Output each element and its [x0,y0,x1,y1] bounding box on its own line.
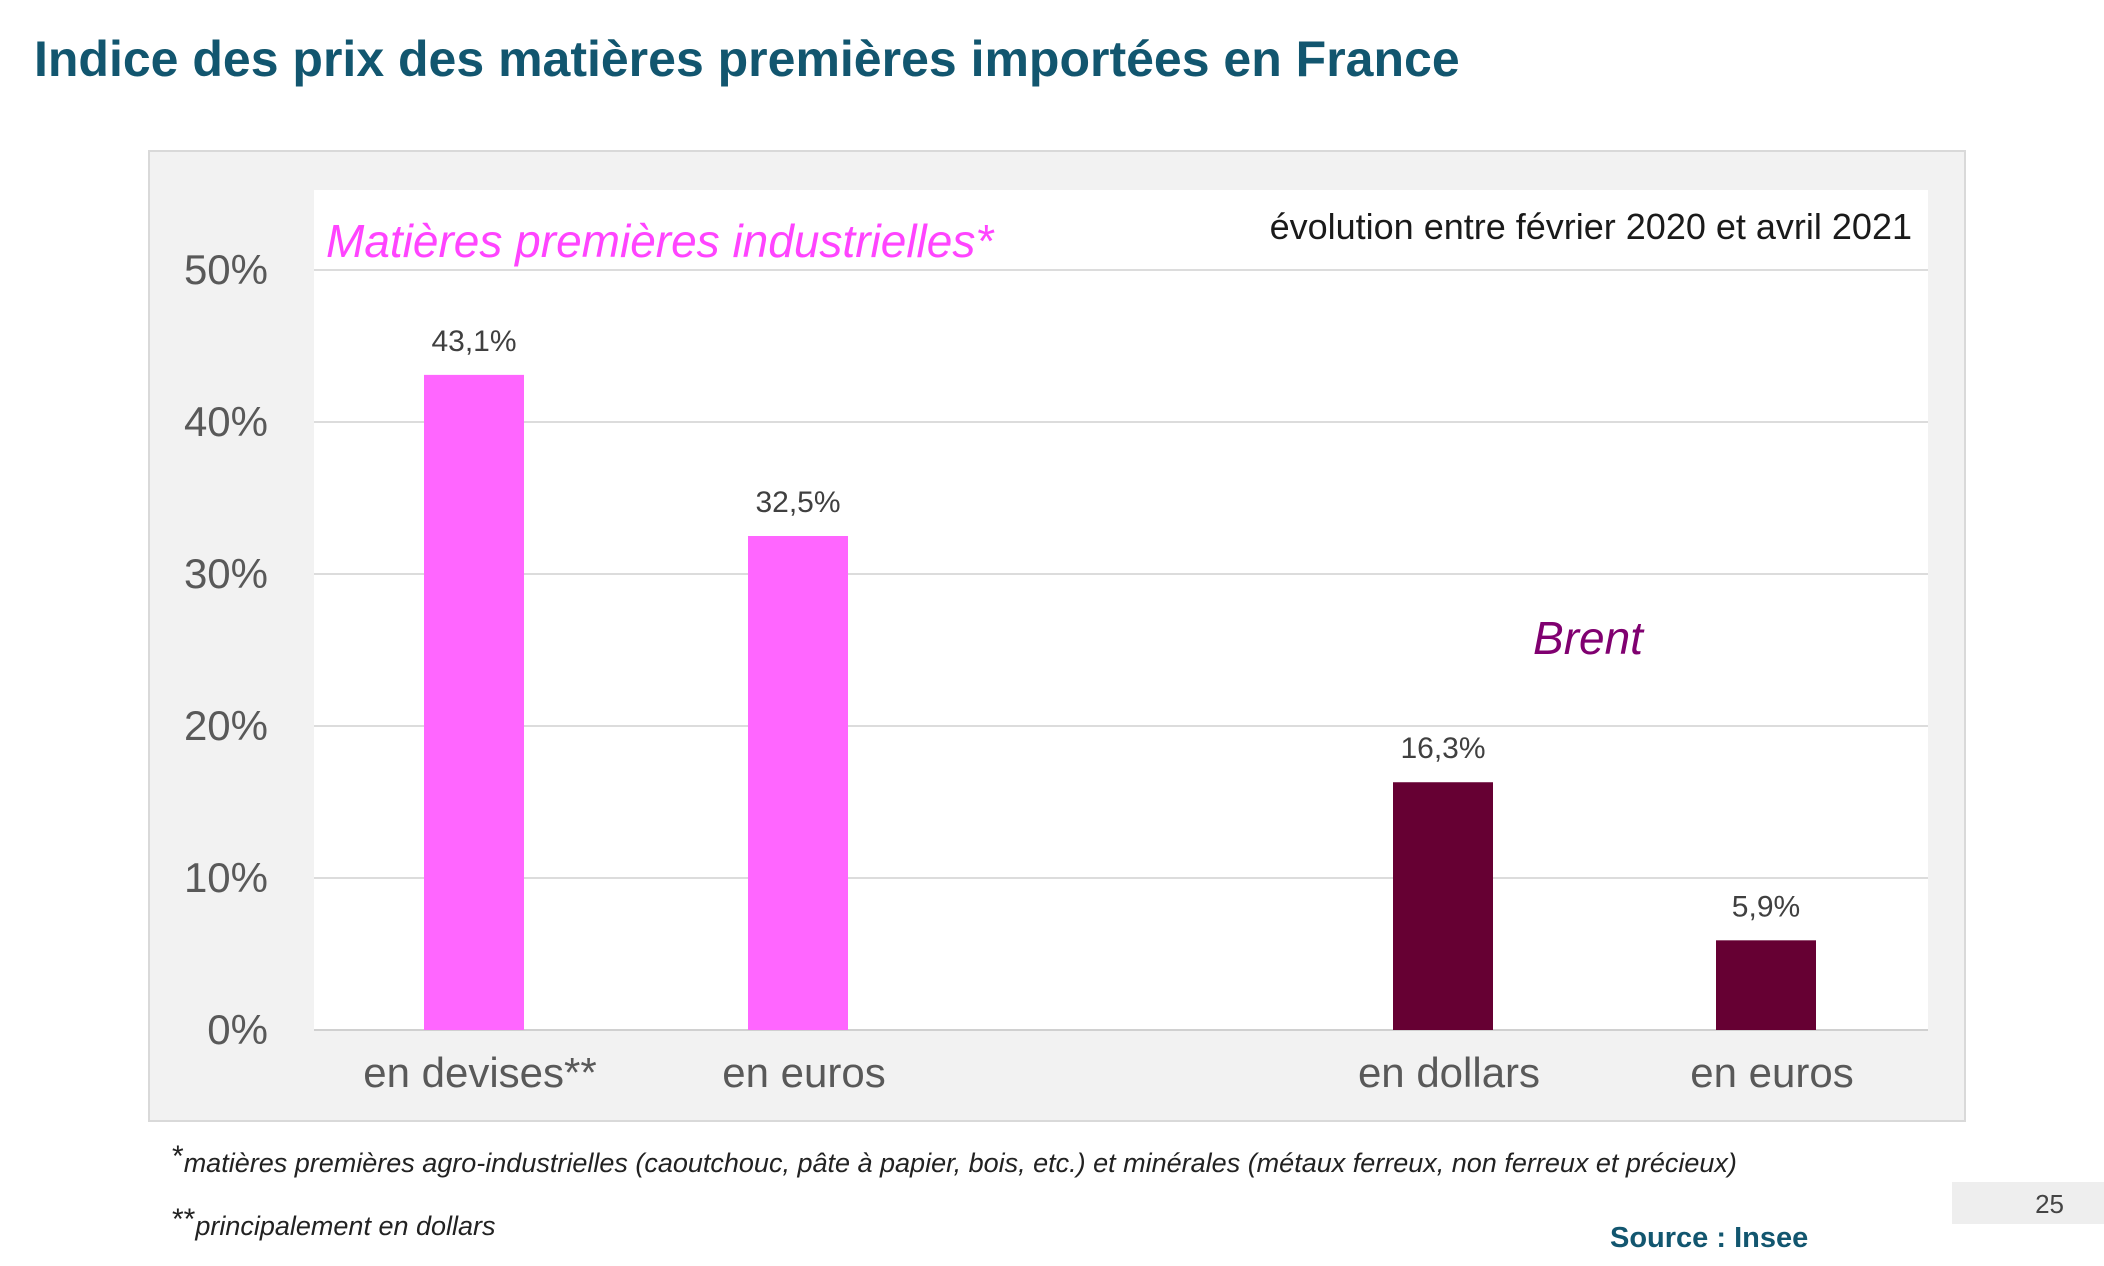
source-label: Source : Insee [1610,1222,1809,1254]
footnote-marker-single: * [172,1140,184,1173]
plot-area [314,190,1928,1030]
footnote-materials: *matières premières agro-industrielles (… [172,1140,1737,1179]
footnote-marker-double: ** [172,1203,196,1236]
bar-1-1 [1716,940,1816,1030]
footnote-materials-text: matières premières agro-industrielles (c… [183,1148,1737,1178]
footnote-currencies-text: principalement en dollars [195,1211,496,1241]
y-tick-label-20: 20% [184,702,268,749]
bar-0-0 [424,374,524,1030]
data-label-1-0: 16,3% [1400,732,1485,765]
y-tick-label-10: 10% [184,854,268,901]
x-category-label-1-0: en dollars [1358,1049,1540,1096]
x-category-label-1-1: en euros [1690,1049,1853,1096]
x-category-label-0-0: en devises** [363,1049,596,1096]
chart-subtitle: évolution entre février 2020 et avril 20… [1270,206,1912,247]
page-number: 25 [2035,1189,2064,1219]
series-label-industrial: Matières premières industrielles* [326,215,995,267]
y-tick-label-40: 40% [184,398,268,445]
slide-title: Indice des prix des matières premières i… [34,31,1460,87]
x-category-label-0-1: en euros [722,1049,885,1096]
series-label-brent: Brent [1533,612,1645,664]
page-number-box: 25 [1952,1182,2104,1224]
bar-chart: 0% 10% 20% 30% 40% 50% évolution entre février… [184,190,1928,1096]
y-tick-label-50: 50% [184,246,268,293]
bar-1-0 [1393,782,1493,1030]
footnote-currencies: **principalement en dollars [172,1203,496,1242]
data-label-1-1: 5,9% [1732,890,1800,923]
data-label-0-1: 32,5% [755,486,840,519]
y-tick-label-0: 0% [207,1006,268,1053]
bar-0-1 [748,536,848,1030]
y-tick-label-30: 30% [184,550,268,597]
chart-frame: 0% 10% 20% 30% 40% 50% évolution entre février… [148,150,1966,1122]
data-label-0-0: 43,1% [431,325,516,358]
